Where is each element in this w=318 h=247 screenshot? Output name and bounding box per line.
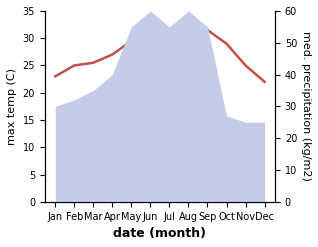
- Y-axis label: med. precipitation (kg/m2): med. precipitation (kg/m2): [301, 31, 311, 181]
- X-axis label: date (month): date (month): [114, 227, 206, 240]
- Y-axis label: max temp (C): max temp (C): [7, 68, 17, 145]
